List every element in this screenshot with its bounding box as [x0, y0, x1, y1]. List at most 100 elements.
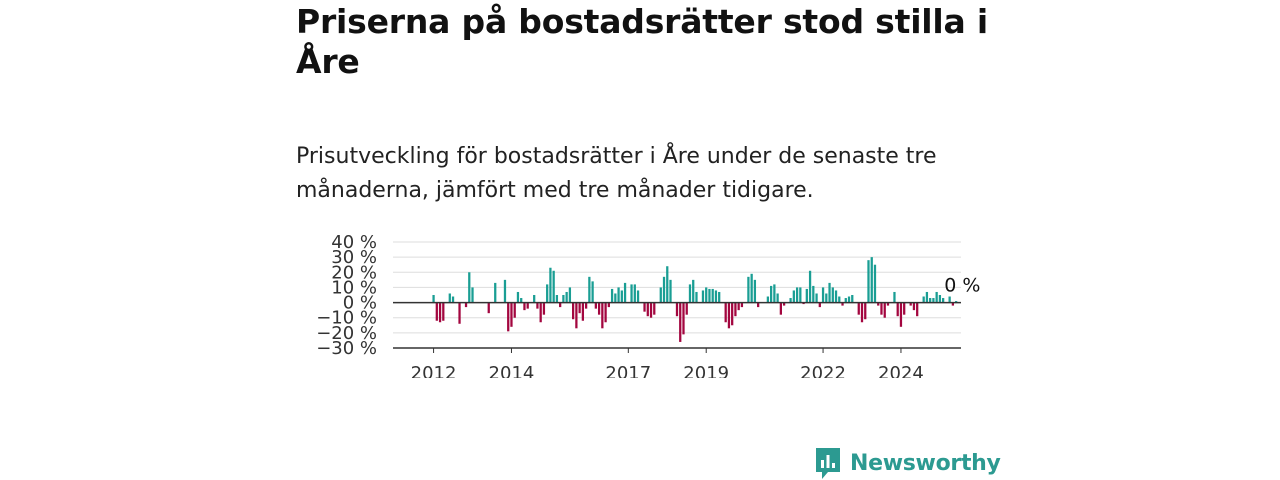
bar: [636, 290, 640, 303]
bar: [510, 302, 513, 327]
bar: [903, 302, 906, 315]
bar: [708, 288, 711, 303]
bar: [588, 276, 591, 303]
bar: [597, 302, 601, 315]
bar: [766, 296, 770, 303]
bar: [610, 288, 614, 303]
bar: [546, 284, 549, 303]
bar: [847, 296, 851, 303]
bar: [633, 284, 636, 303]
bar: [825, 293, 828, 303]
bar: [757, 302, 760, 308]
bar: [442, 302, 445, 321]
bar: [643, 302, 646, 312]
bar: [688, 284, 692, 303]
bar: [695, 291, 698, 303]
bar: [935, 291, 938, 303]
x-tick-label: 2019: [683, 363, 729, 378]
bar: [549, 267, 552, 303]
bar: [880, 302, 883, 315]
bar: [737, 302, 740, 311]
x-tick-label: 2014: [489, 363, 535, 378]
y-tick-label: 30 %: [331, 247, 377, 268]
bar: [916, 302, 919, 317]
bar: [451, 296, 455, 303]
x-tick-label: 2017: [605, 363, 651, 378]
bar: [841, 302, 844, 306]
y-tick-label: 0 %: [343, 293, 377, 314]
bar: [734, 302, 737, 317]
bar: [838, 296, 841, 303]
bar: [802, 302, 805, 305]
bar: [909, 302, 912, 306]
bar: [578, 302, 581, 314]
bar: [867, 260, 870, 303]
bar: [782, 302, 786, 306]
bar: [769, 285, 773, 303]
bar: [604, 302, 607, 323]
bar: [718, 291, 721, 303]
bar: [792, 290, 795, 303]
bar: [464, 302, 468, 308]
bar: [507, 302, 510, 332]
bar: [565, 291, 568, 303]
bar: [503, 279, 507, 303]
bar: [614, 293, 617, 303]
y-tick-label: −10 %: [316, 308, 377, 329]
bar: [951, 302, 955, 306]
x-tick-label: 2022: [800, 363, 846, 378]
bar: [873, 264, 877, 303]
bar: [523, 302, 526, 311]
bar: [468, 272, 471, 303]
bar: [659, 287, 662, 303]
bar: [617, 287, 620, 303]
bar: [938, 295, 942, 303]
last-value-label: 0 %: [944, 275, 980, 297]
bar: [620, 290, 623, 303]
bar: [559, 302, 562, 308]
bar: [705, 287, 708, 303]
bar: [795, 287, 799, 303]
bar: [779, 302, 782, 315]
bar: [568, 287, 572, 303]
bar: [448, 293, 451, 303]
bar: [747, 276, 750, 303]
bar: [607, 302, 610, 308]
bar: [562, 295, 565, 303]
bar: [542, 302, 546, 315]
bar: [591, 281, 594, 303]
bar: [929, 298, 932, 303]
bar: [692, 279, 695, 303]
bar: [753, 279, 757, 303]
bar: [711, 288, 714, 303]
bar: [513, 302, 516, 318]
bar: [883, 302, 886, 318]
y-tick-label: 10 %: [331, 277, 377, 298]
bar-chart: 40 %30 %20 %10 %0 %−10 %−20 %−30 %2012 20…: [316, 232, 980, 378]
bar: [870, 257, 873, 303]
bar: [432, 295, 435, 303]
bar: [932, 298, 935, 303]
bar: [555, 295, 559, 303]
bar: [666, 266, 669, 303]
bar: [831, 287, 834, 303]
bar: [438, 302, 442, 323]
bar: [789, 298, 792, 303]
bar: [912, 302, 916, 311]
bar: [682, 302, 685, 335]
bar: [685, 302, 688, 315]
bar: [860, 302, 864, 323]
bar: [740, 302, 744, 308]
bar: [494, 282, 497, 303]
bar: [864, 302, 867, 320]
bar: [594, 302, 597, 309]
y-tick-label: −30 %: [316, 338, 377, 359]
bar: [572, 302, 575, 320]
bar: [955, 301, 958, 303]
bar: [653, 302, 656, 315]
bar: [925, 291, 929, 303]
bar: [646, 302, 649, 317]
bar: [601, 302, 604, 329]
x-tick-label: 2012: [411, 363, 457, 378]
bar: [805, 288, 808, 303]
